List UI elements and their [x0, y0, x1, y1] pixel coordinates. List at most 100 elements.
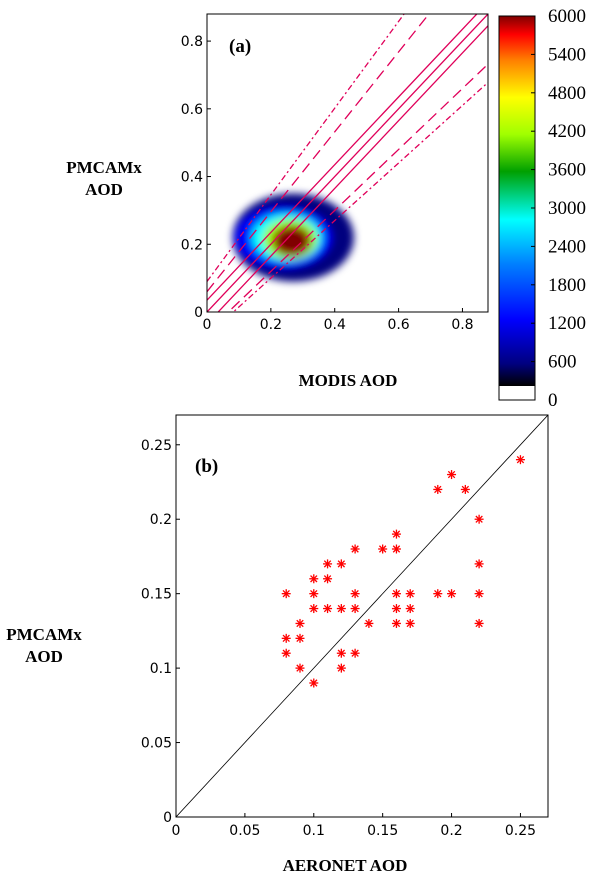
colorbar-tick-label: 4200 [548, 121, 586, 142]
y-tick-label: 0.2 [181, 237, 203, 253]
panel-a: 0 0.2 0.4 0.6 0.8 0 0.2 0.4 0.6 0.8 (a) MODIS AO… [66, 6, 586, 411]
scatter-point [309, 678, 319, 688]
scatter-point [281, 648, 291, 658]
scatter-point [364, 618, 374, 628]
scatter-point [405, 589, 415, 599]
scatter-point [281, 633, 291, 643]
x-tick-label: 0 [203, 317, 212, 333]
scatter-point [460, 484, 470, 494]
scatter-point [309, 589, 319, 599]
x-ticks-a: 0 0.2 0.4 0.6 0.8 [203, 308, 474, 333]
colorbar-tick-label: 1200 [548, 313, 586, 334]
scatter-point [350, 648, 360, 658]
scatter-point [391, 604, 401, 614]
scatter-point [433, 589, 443, 599]
scatter-point [336, 604, 346, 614]
colorbar-tick-label: 1800 [548, 275, 586, 296]
colorbar-zero-bin [499, 386, 535, 400]
y-tick-label: 0.1 [150, 661, 172, 677]
y-tick-label: 0.8 [181, 34, 203, 50]
y-tick-label: 0.2 [150, 512, 172, 528]
scatter-point [281, 589, 291, 599]
scatter-point [391, 544, 401, 554]
scatter-point [295, 663, 305, 673]
x-ticks-b: 0 0.05 0.1 0.15 0.2 0.25 [172, 813, 536, 839]
colorbar-tick-label: 3000 [548, 198, 586, 219]
scatter-point [378, 544, 388, 554]
colorbar-tick-label: 6000 [548, 6, 586, 27]
y-ticks-a: 0 0.2 0.4 0.6 0.8 [181, 34, 211, 321]
scatter-point [336, 648, 346, 658]
panel-label-a: (a) [229, 36, 251, 57]
scatter-point [474, 514, 484, 524]
colorbar-ticks: 0 600 1200 1800 2400 3000 3600 4200 4800 5400 6000 [531, 6, 586, 411]
one-to-one-line [207, 14, 488, 312]
scatter-point [474, 618, 484, 628]
colorbar-tick-label: 3600 [548, 160, 586, 181]
colorbar-tick-label: 600 [548, 352, 577, 373]
scatter-point [350, 589, 360, 599]
y-tick-label: 0.6 [181, 102, 203, 118]
colorbar [499, 16, 535, 386]
scatter-point [323, 604, 333, 614]
scatter-point [336, 559, 346, 569]
x-tick-label: 0.4 [324, 317, 346, 333]
x-axis-label-a: MODIS AOD [299, 371, 398, 390]
scatter-point [447, 470, 457, 480]
lower-dashed-line [227, 63, 488, 312]
colorbar-tick-label: 4800 [548, 83, 586, 104]
scatter-point [295, 618, 305, 628]
scatter-point [515, 455, 525, 465]
scatter-point [295, 633, 305, 643]
scatter-point [391, 618, 401, 628]
scatter-point [350, 544, 360, 554]
upper-solid-line [207, 14, 478, 301]
x-tick-label: 0.1 [303, 823, 325, 839]
y-ticks-b: 0 0.05 0.1 0.15 0.2 0.25 [141, 438, 180, 826]
x-tick-label: 0.8 [451, 317, 473, 333]
scatter-point [309, 604, 319, 614]
x-tick-label: 0.6 [387, 317, 409, 333]
upper-dashed-line [207, 14, 430, 293]
x-tick-label: 0 [172, 823, 181, 839]
colorbar-tick-label: 2400 [548, 236, 586, 257]
scatter-point [474, 589, 484, 599]
y-tick-label: 0 [194, 305, 203, 321]
scatter-area [176, 415, 548, 817]
axes-frame-a [206, 13, 489, 313]
x-tick-label: 0.2 [260, 317, 282, 333]
y-tick-label: 0.05 [141, 736, 172, 752]
y-axis-label-a-line1: PMCAMx [66, 158, 142, 177]
y-tick-label: 0.4 [181, 170, 203, 186]
y-axis-label-b-line2: AOD [25, 647, 63, 666]
lower-solid-line [217, 25, 488, 312]
scatter-point [350, 604, 360, 614]
scatter-point [433, 484, 443, 494]
panel-b: 0 0.05 0.1 0.15 0.2 0.25 00.050.10.150.20.25 … [6, 414, 549, 875]
x-tick-label: 0.05 [229, 823, 260, 839]
y-axis-label-a-line2: AOD [85, 180, 123, 199]
scatter-point [474, 559, 484, 569]
one-to-one-line [176, 415, 548, 817]
scatter-point [323, 574, 333, 584]
scatter-point [405, 618, 415, 628]
panel-label-b: (b) [195, 456, 218, 477]
y-axis-label-b-line1: PMCAMx [6, 625, 82, 644]
scatter-point [323, 559, 333, 569]
reference-lines [207, 14, 488, 312]
scatter-point [405, 604, 415, 614]
y-tick-label: 0.15 [141, 587, 172, 603]
scatter-point [391, 589, 401, 599]
x-axis-label-b: AERONET AOD [283, 856, 408, 875]
x-tick-label: 0.15 [367, 823, 398, 839]
scatter-point [447, 589, 457, 599]
colorbar-tick-label: 0 [548, 390, 558, 411]
x-tick-label: 0.2 [440, 823, 462, 839]
y-tick-label: 0 [163, 810, 172, 826]
colorbar-tick-label: 5400 [548, 44, 586, 65]
scatter-point [309, 574, 319, 584]
y-tick-label: 0.25 [141, 438, 172, 454]
x-tick-label: 0.25 [505, 823, 536, 839]
scatter-point [391, 529, 401, 539]
